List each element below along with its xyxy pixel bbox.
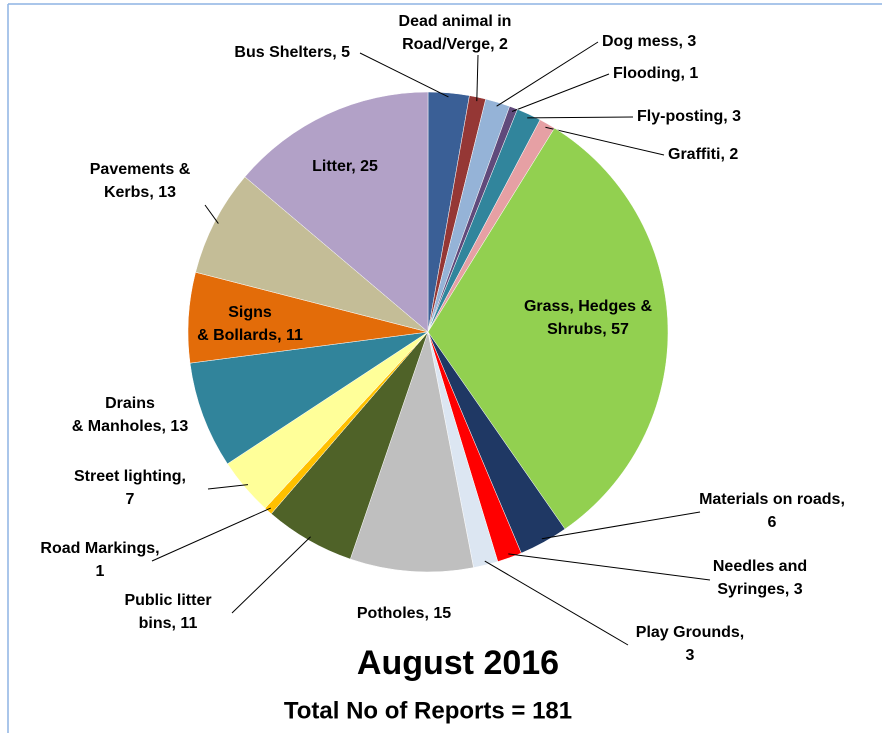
leader-line [204,204,219,224]
data-label: Street lighting, 7 [74,468,186,508]
data-label: Drains & Manholes, 13 [72,395,189,435]
data-label: Litter, 25 [312,158,378,175]
data-label: Pavements & Kerbs, 13 [90,161,191,201]
leader-line [541,511,701,540]
data-label: Potholes, 15 [357,605,451,622]
leader-line [476,54,479,102]
data-label: Flooding, 1 [613,65,698,82]
data-label: Dead animal in Road/Verge, 2 [399,13,512,53]
leader-line [527,116,634,119]
chart-title: August 2016 [357,644,559,682]
data-label: Materials on roads, 6 [699,491,845,531]
leader-line [207,484,249,490]
pie-slice [244,91,429,333]
leader-line [508,553,711,581]
leader-line [484,560,629,646]
leader-line [231,536,311,614]
data-label: Fly-posting, 3 [637,108,741,125]
leader-line [496,41,599,107]
pie-slice [189,331,429,465]
data-label: Public litter bins, 11 [124,592,211,632]
leader-line [359,52,449,98]
leader-line [545,126,665,156]
chart-subtitle: Total No of Reports = 181 [284,697,572,724]
data-label: Dog mess, 3 [602,33,696,50]
data-label: Road Markings, 1 [40,540,159,580]
pie-slice [349,331,474,573]
data-label: Grass, Hedges & Shrubs, 57 [524,298,653,338]
data-label: Graffiti, 2 [668,146,738,163]
data-label: Needles and Syringes, 3 [713,558,807,598]
data-label: Signs & Bollards, 11 [197,304,303,344]
leader-line [511,73,610,112]
pie-slice [195,176,429,333]
leader-line [151,507,272,562]
data-label: Bus Shelters, 5 [234,44,350,61]
data-label: Play Grounds, 3 [636,624,744,664]
pie-slice [427,127,669,530]
